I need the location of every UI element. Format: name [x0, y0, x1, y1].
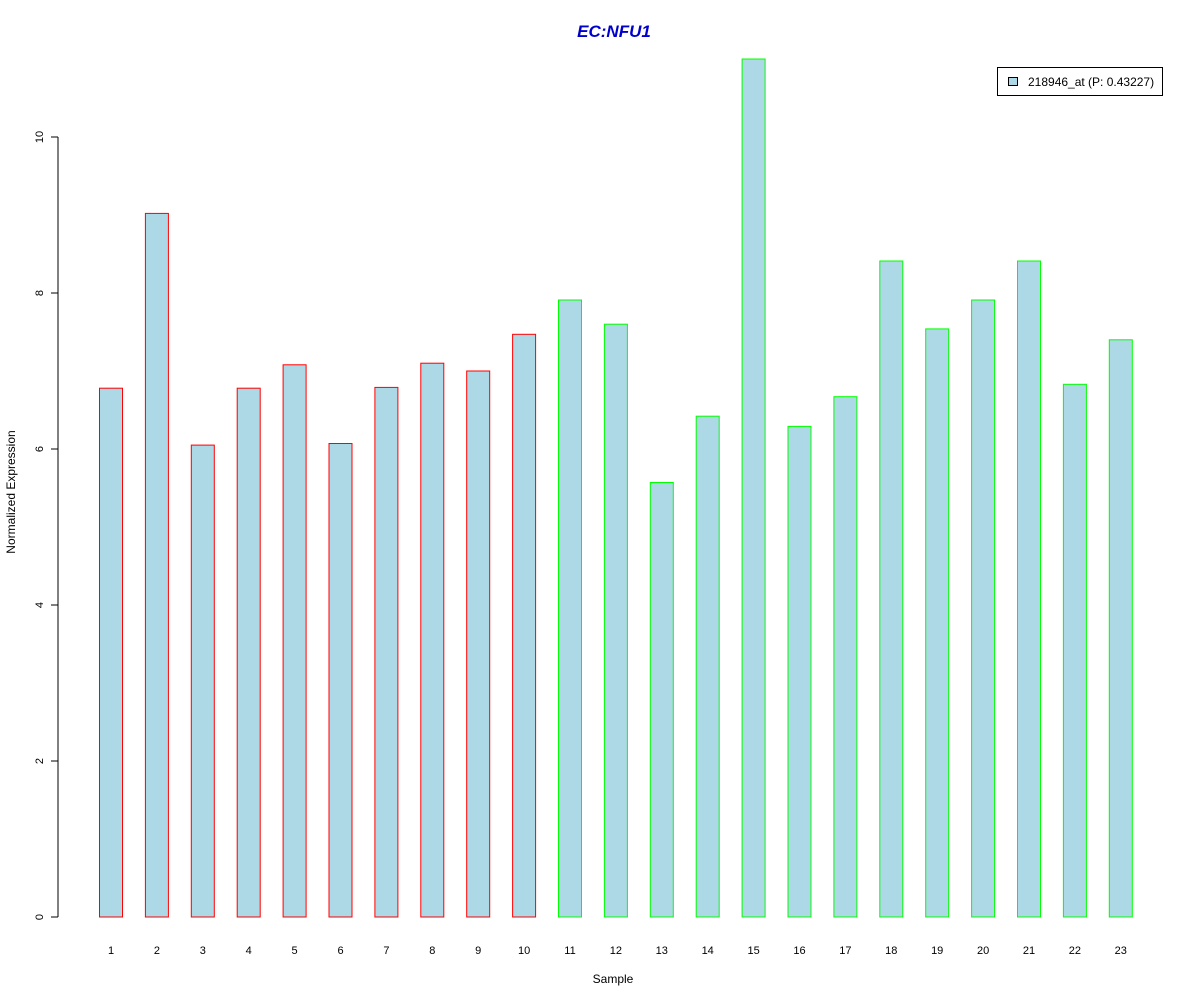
x-tick-label: 17 — [839, 945, 851, 957]
chart-title: EC:NFU1 — [577, 22, 651, 41]
bar-sample-4 — [236, 387, 261, 918]
bar-sample-12 — [603, 323, 628, 918]
bar-sample-3 — [190, 444, 215, 918]
x-tick-label: 6 — [337, 945, 343, 957]
bar-sample-16 — [787, 425, 812, 918]
y-axis-title: Normalized Expression — [4, 430, 18, 553]
x-tick-label: 4 — [246, 945, 252, 957]
x-tick-label: 1 — [108, 945, 114, 957]
x-tick-label: 8 — [429, 945, 435, 957]
x-tick-label: 13 — [656, 945, 668, 957]
legend-box — [997, 67, 1163, 96]
bar-sample-6 — [328, 443, 353, 918]
bar-sample-18 — [879, 260, 904, 918]
y-tick-label: 10 — [34, 131, 46, 143]
x-tick-label: 22 — [1069, 945, 1081, 957]
bar-sample-1 — [99, 387, 123, 918]
x-tick-label: 10 — [518, 945, 530, 957]
x-tick-label: 2 — [154, 945, 160, 957]
x-tick-label: 16 — [793, 945, 805, 957]
bar-sample-11 — [558, 299, 582, 918]
y-tick-label: 2 — [34, 758, 46, 764]
y-axis: 0 2 4 6 8 10 — [34, 131, 59, 920]
y-tick-label: 6 — [34, 446, 46, 452]
x-tick-label: 20 — [977, 945, 989, 957]
x-axis-title: Sample — [593, 972, 634, 986]
x-tick-label: 18 — [885, 945, 897, 957]
x-tick-label: 15 — [747, 945, 759, 957]
bar-sample-20 — [971, 299, 996, 918]
x-tick-label: 23 — [1115, 945, 1127, 957]
x-tick-labels: 1 2 3 4 5 6 7 8 9 10 11 12 13 14 15 16 17 18 19 20 21 22 23 — [108, 945, 1127, 957]
x-tick-label: 19 — [931, 945, 943, 957]
x-tick-label: 3 — [200, 945, 206, 957]
bar-sample-21 — [1017, 260, 1041, 918]
bar-sample-7 — [374, 386, 399, 918]
y-tick-label: 4 — [34, 602, 46, 608]
legend-swatch — [1008, 77, 1018, 86]
x-tick-label: 5 — [292, 945, 298, 957]
bar-sample-2 — [144, 212, 169, 918]
x-tick-label: 9 — [475, 945, 481, 957]
bar-sample-14 — [695, 415, 720, 918]
y-tick-label: 0 — [34, 914, 46, 920]
legend-label: 218946_at (P: 0.43227) — [1028, 75, 1154, 89]
bar-sample-17 — [833, 396, 858, 918]
bar-sample-10 — [512, 333, 537, 918]
x-tick-label: 21 — [1023, 945, 1035, 957]
y-tick-label: 8 — [34, 290, 46, 296]
bar-sample-8 — [420, 362, 445, 918]
x-tick-label: 11 — [564, 945, 575, 957]
bar-sample-19 — [925, 328, 950, 918]
bar-sample-23 — [1108, 339, 1133, 918]
x-tick-label: 14 — [702, 945, 714, 957]
bars-group — [99, 58, 1133, 918]
bar-sample-15 — [741, 58, 766, 918]
bar-sample-22 — [1062, 383, 1087, 918]
x-tick-label: 12 — [610, 945, 622, 957]
legend: 218946_at (P: 0.43227) — [997, 67, 1163, 96]
x-tick-label: 7 — [383, 945, 389, 957]
bar-sample-9 — [466, 370, 491, 918]
bar-sample-13 — [649, 482, 674, 918]
bar-sample-5 — [282, 364, 307, 918]
